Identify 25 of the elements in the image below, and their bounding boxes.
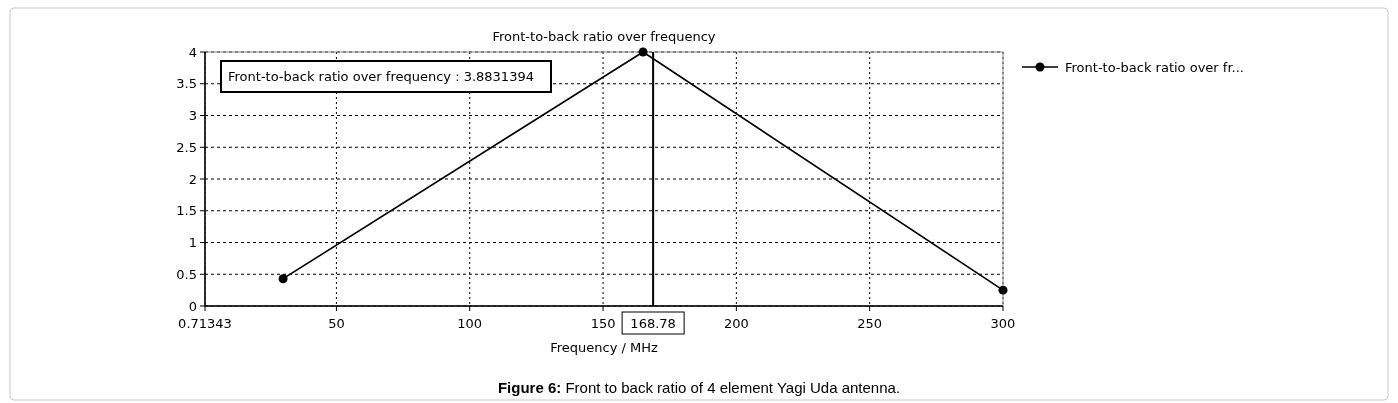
x-axis-title: Frequency / MHz — [550, 340, 658, 355]
point — [998, 285, 1008, 295]
x-tick-label: 100 — [457, 316, 483, 331]
annotation: Front-to-back ratio over frequency : 3.8831394 — [228, 69, 534, 84]
x-tick-label: 250 — [857, 316, 883, 331]
ref-line-label: 168.78 — [630, 316, 676, 331]
x-tick-label: 300 — [990, 316, 1016, 331]
y-tick-label: 3 — [188, 108, 197, 123]
point — [278, 274, 288, 284]
x-tick-label: 50 — [328, 316, 345, 331]
y-tick-label: 0 — [188, 298, 197, 314]
x-tick-label: 200 — [723, 316, 749, 331]
y-tick-label: 1.5 — [176, 203, 197, 219]
y-tick-label: 4 — [188, 44, 197, 60]
point — [638, 47, 648, 57]
y-tick-label: 1 — [188, 235, 197, 250]
y-tick-label: 2.5 — [176, 139, 197, 155]
x-tick-label: 150 — [590, 316, 616, 331]
caption: Figure 6: Front to back ratio of 4 element Yagi Uda antenna. — [497, 379, 901, 396]
y-tick-label: 2 — [188, 171, 197, 187]
legend-label: Front-to-back ratio over fr... — [1065, 60, 1244, 75]
y-tick-label: 0.5 — [176, 266, 197, 282]
x-tick-label: 0.71343 — [178, 316, 232, 331]
y-tick-label: 3.5 — [176, 76, 197, 92]
chart-title: Front-to-back ratio over frequency — [492, 29, 716, 44]
